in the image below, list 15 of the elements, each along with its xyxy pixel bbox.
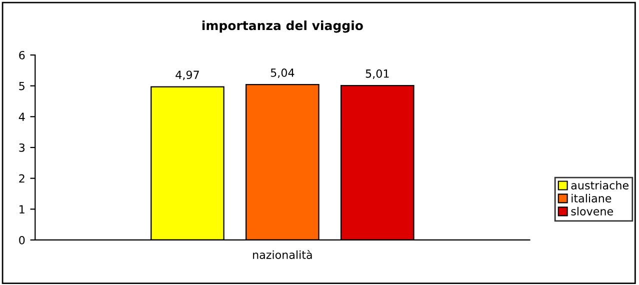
legend-label: italiane [572,194,612,202]
data-label: 5,01 [366,69,389,79]
y-tick-label: 0 [19,236,25,244]
data-label: 4,97 [176,70,199,80]
y-tick-label: 6 [19,50,25,60]
y-tick-label: 4 [18,112,25,121]
legend-label: austriache [571,180,628,190]
y-tick-label: 1 [20,205,24,214]
x-axis-title: nazionalità [253,250,312,259]
data-label: 5,04 [270,68,294,78]
y-tick-label: 5 [19,82,24,90]
chart-title: importanza del viaggio [202,20,363,33]
y-tick-label: 2 [19,174,24,183]
y-tick-label: 3 [19,143,25,152]
legend-label: slovene [571,206,613,216]
